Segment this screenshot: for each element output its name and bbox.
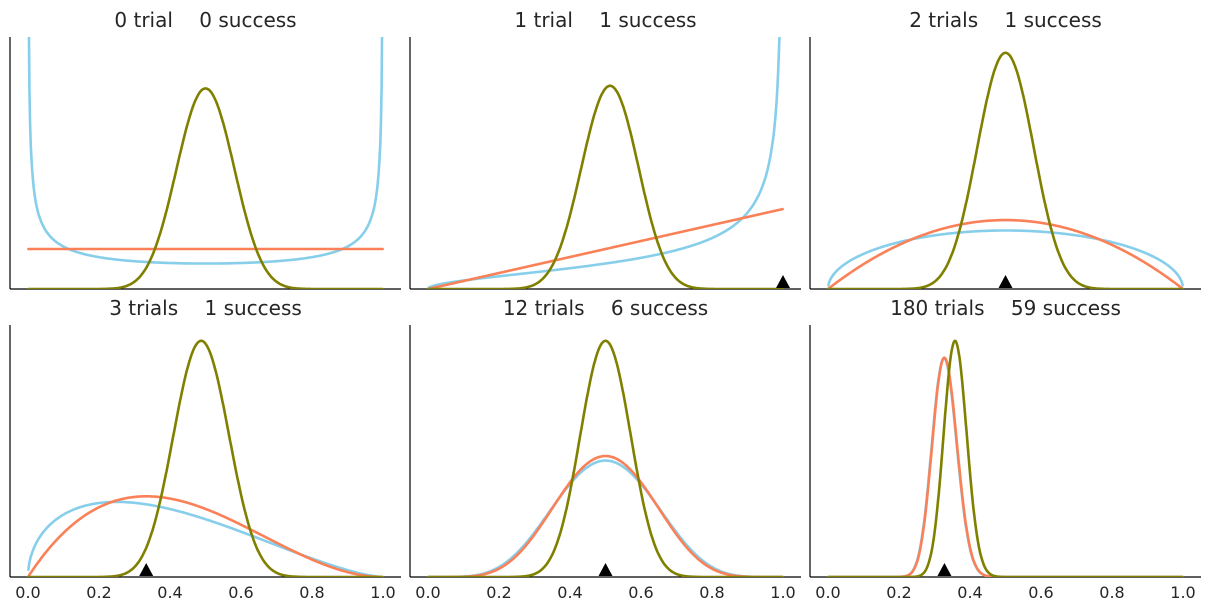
panel-title: 2 trials 1 success — [909, 8, 1102, 32]
panel-title: 12 trials 6 success — [503, 296, 708, 320]
series-line-beta_0_5 — [27, 500, 384, 577]
x-tick-label: 0.0 — [15, 583, 40, 602]
series-line-beta_0_5 — [427, 459, 784, 577]
panel-title: 0 trial 0 success — [114, 8, 296, 32]
series-line-beta_20 — [27, 87, 384, 289]
panel-2: 1 trial 1 success — [409, 8, 801, 290]
x-tick-label: 0.4 — [957, 583, 982, 602]
panel-4: 3 trials 1 success 0.0 0.2 0.4 0.6 0.8 1.0 — [9, 296, 401, 602]
series-line-beta_20 — [427, 84, 784, 289]
x-tick-label: 0.6 — [628, 583, 653, 602]
x-tick-label: 0.2 — [886, 583, 911, 602]
x-tick-label: 0.8 — [1099, 583, 1124, 602]
series-line-uniform — [827, 218, 1184, 289]
x-tick-label: 1.0 — [1170, 583, 1195, 602]
x-tick-label: 0.6 — [1028, 583, 1053, 602]
panel-3: 2 trials 1 success — [809, 8, 1201, 290]
series-line-beta_20 — [827, 339, 1184, 577]
x-tick-label: 0.4 — [157, 583, 182, 602]
observed-proportion-marker — [998, 275, 1013, 288]
x-tick-label: 1.0 — [770, 583, 795, 602]
observed-proportion-marker — [776, 275, 790, 288]
x-tick-label: 1.0 — [370, 583, 395, 602]
series-line-beta_0_5 — [827, 229, 1184, 287]
x-tick-label: 0.6 — [228, 583, 253, 602]
panel-1: 0 trial 0 success — [9, 8, 401, 290]
series-line-beta_0_5 — [427, 37, 781, 289]
x-tick-label: 0.4 — [557, 583, 582, 602]
panel-title: 180 trials 59 success — [890, 296, 1121, 320]
observed-proportion-marker — [139, 563, 154, 576]
x-tick-label: 0.2 — [86, 583, 111, 602]
observed-proportion-marker — [598, 563, 613, 576]
panel-title: 1 trial 1 success — [514, 8, 696, 32]
panel-5: 12 trials 6 success 0.0 0.2 0.4 0.6 0.8 1.0 — [409, 296, 801, 602]
series-line-beta_0_5 — [27, 37, 384, 265]
series-line-uniform — [827, 356, 1184, 577]
series-line-uniform — [27, 495, 384, 577]
series-line-uniform — [427, 454, 784, 577]
observed-proportion-marker — [937, 563, 952, 576]
x-tick-label: 0.8 — [299, 583, 324, 602]
x-tick-label: 0.0 — [415, 583, 440, 602]
series-line-uniform — [427, 207, 784, 289]
x-tick-label: 0.0 — [815, 583, 840, 602]
series-line-beta_20 — [27, 339, 384, 577]
series-line-beta_20 — [827, 51, 1184, 289]
series-line-beta_0_5 — [827, 356, 1184, 577]
series-line-beta_20 — [427, 339, 784, 577]
x-tick-label: 0.8 — [699, 583, 724, 602]
panel-title: 3 trials 1 success — [109, 296, 302, 320]
x-tick-label: 0.2 — [486, 583, 511, 602]
panel-6: 180 trials 59 success 0.0 0.2 0.4 0.6 0.8 1.0 — [809, 296, 1201, 602]
